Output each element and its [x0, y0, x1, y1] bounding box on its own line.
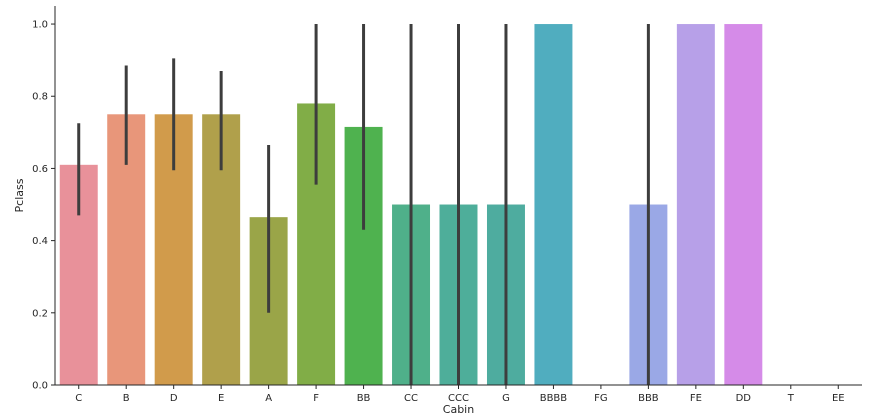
y-tick-label: 0.4 [32, 236, 48, 247]
y-tick-label: 0.0 [32, 381, 48, 392]
x-tick-label: FG [594, 393, 608, 404]
y-tick-label: 1.0 [32, 20, 48, 31]
x-tick-label: CCC [448, 393, 469, 404]
x-tick-label: G [502, 393, 510, 404]
error-bars-layer [77, 24, 650, 385]
x-tick-label: CC [404, 393, 418, 404]
bar-fe [676, 24, 715, 386]
x-tick-label: B [123, 393, 130, 404]
x-tick-label: BB [357, 393, 371, 404]
y-ticks: 0.0 0.2 0.4 0.6 0.8 1.0 [32, 20, 55, 392]
y-axis-label: Pclass [13, 178, 26, 212]
bar-bbbb [534, 24, 573, 386]
x-tick-label: F [313, 393, 319, 404]
x-axis-label: Cabin [443, 403, 474, 415]
y-tick-label: 0.6 [32, 164, 48, 175]
x-tick-label: BBB [638, 393, 659, 404]
x-tick-label: BBBB [540, 393, 568, 404]
y-tick-label: 0.2 [32, 308, 48, 319]
x-tick-label: FE [690, 393, 702, 404]
x-tick-label: E [218, 393, 224, 404]
x-ticks: C B D E A F BB CC CCC G BBBB FG BBB FE DD T EE [75, 385, 845, 404]
x-tick-label: DD [736, 393, 752, 404]
x-tick-label: D [170, 393, 178, 404]
x-tick-label: T [787, 393, 795, 404]
x-tick-label: C [75, 393, 82, 404]
bar-dd [724, 24, 763, 386]
x-tick-label: A [265, 393, 272, 404]
x-tick-label: EE [832, 393, 845, 404]
y-tick-label: 0.8 [32, 92, 48, 103]
